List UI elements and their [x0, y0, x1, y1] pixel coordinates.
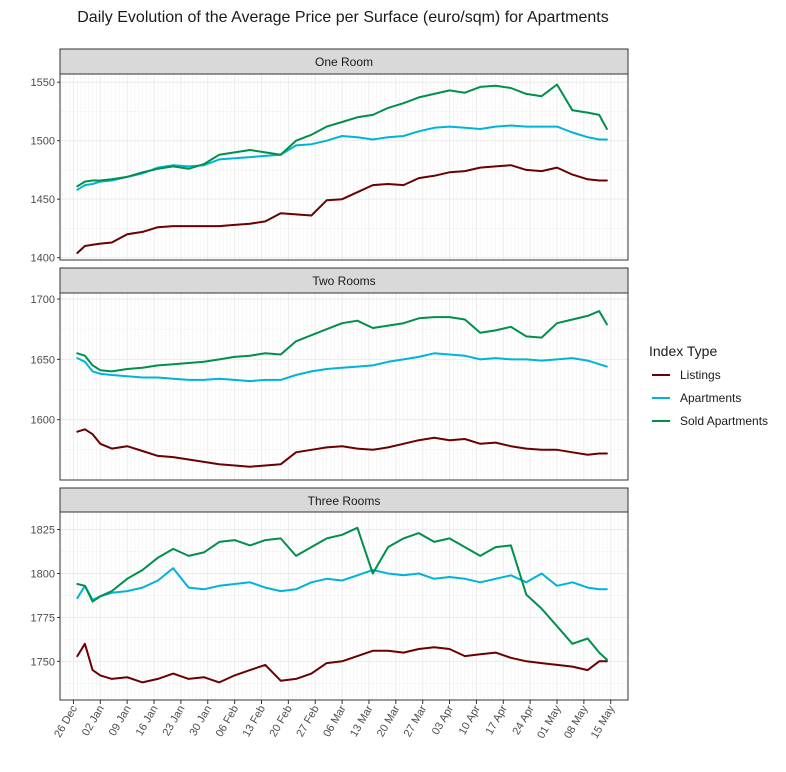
- series-line-sold-apartments-three-rooms: [76, 526, 608, 661]
- chart-title: Daily Evolution of the Average Price per…: [77, 9, 609, 26]
- y-tick-label: 1550: [31, 77, 55, 89]
- x-tick-label: 20 Mar: [375, 703, 403, 739]
- panel-three-rooms: Three Rooms 1750 1775 1800 1825: [31, 487, 629, 701]
- x-tick-label: 26 Dec: [52, 703, 80, 740]
- x-tick-label: 23 Jan: [161, 704, 188, 739]
- series-line-listings-two-rooms: [76, 428, 608, 468]
- panel-two-rooms: Two Rooms 1600 1650 1700: [31, 267, 629, 481]
- y-tick-label: 1700: [31, 294, 55, 306]
- strip-label-three-rooms: Three Rooms: [308, 494, 381, 508]
- y-tick-label: 1450: [31, 194, 55, 206]
- series-line-listings-three-rooms: [76, 642, 608, 684]
- series-line-sold-apartments-one-room: [76, 83, 608, 188]
- x-tick-label: 01 May: [535, 703, 564, 741]
- x-tick-label: 03 Apr: [430, 703, 456, 737]
- legend: Index Type Listings Apartments Sold Apar…: [649, 343, 768, 428]
- x-tick-label: 17 Apr: [484, 703, 510, 737]
- x-tick-label: 20 Feb: [267, 704, 295, 740]
- panel-border-three-rooms: [59, 511, 629, 701]
- x-tick-label: 06 Mar: [321, 703, 349, 739]
- y-tick-label: 1500: [31, 136, 55, 148]
- x-tick-label: 27 Feb: [294, 704, 322, 740]
- x-tick-label: 15 May: [589, 703, 618, 741]
- facet-panels: One Room 1400 1450 1500 1550 Two Rooms 1600 165…: [31, 48, 629, 701]
- x-axis: 26 Dec 02 Jan 09 Jan 16 Jan 23 Jan 30 Jan 06 F…: [52, 700, 618, 741]
- x-tick-label: 30 Jan: [187, 704, 214, 739]
- y-tick-label: 1775: [31, 612, 55, 624]
- y-tick-label: 1400: [31, 253, 55, 265]
- plot-area-three-rooms: [59, 511, 629, 701]
- x-tick-label: 24 Apr: [510, 703, 536, 737]
- x-tick-label: 02 Jan: [80, 704, 107, 739]
- strip-two-rooms: [59, 267, 629, 294]
- series-line-apartments-two-rooms: [76, 352, 608, 383]
- y-tick-label: 1800: [31, 568, 55, 580]
- x-tick-label: 08 May: [562, 703, 591, 741]
- grid-one-room: [60, 74, 628, 260]
- x-tick-label: 06 Feb: [214, 704, 242, 740]
- series-line-listings-one-room: [76, 164, 608, 254]
- x-tick-label: 16 Jan: [134, 704, 161, 739]
- series-line-apartments-three-rooms: [76, 567, 608, 601]
- y-tick-label: 1650: [31, 354, 55, 366]
- strip-three-rooms: [59, 487, 629, 513]
- strip-label-two-rooms: Two Rooms: [312, 274, 375, 288]
- panel-one-room: One Room 1400 1450 1500 1550: [31, 48, 629, 265]
- x-tick-label: 27 Mar: [402, 703, 430, 739]
- x-tick-label: 10 Apr: [457, 703, 483, 737]
- strip-one-room: [59, 48, 629, 75]
- x-tick-label: 09 Jan: [107, 704, 134, 739]
- panel-border-two-rooms: [59, 292, 629, 481]
- panel-border-one-room: [59, 73, 629, 261]
- legend-label-apartments: Apartments: [680, 391, 741, 405]
- y-tick-label: 1600: [31, 415, 55, 427]
- x-tick-label: 13 Feb: [241, 704, 269, 740]
- y-tick-label: 1750: [31, 656, 55, 668]
- x-tick-label: 13 Mar: [348, 703, 376, 739]
- strip-label-one-room: One Room: [315, 55, 373, 69]
- legend-label-sold-apartments: Sold Apartments: [680, 414, 768, 428]
- y-tick-label: 1825: [31, 525, 55, 537]
- legend-title: Index Type: [649, 343, 717, 359]
- legend-label-listings: Listings: [680, 368, 721, 382]
- series-line-sold-apartments-two-rooms: [76, 310, 608, 373]
